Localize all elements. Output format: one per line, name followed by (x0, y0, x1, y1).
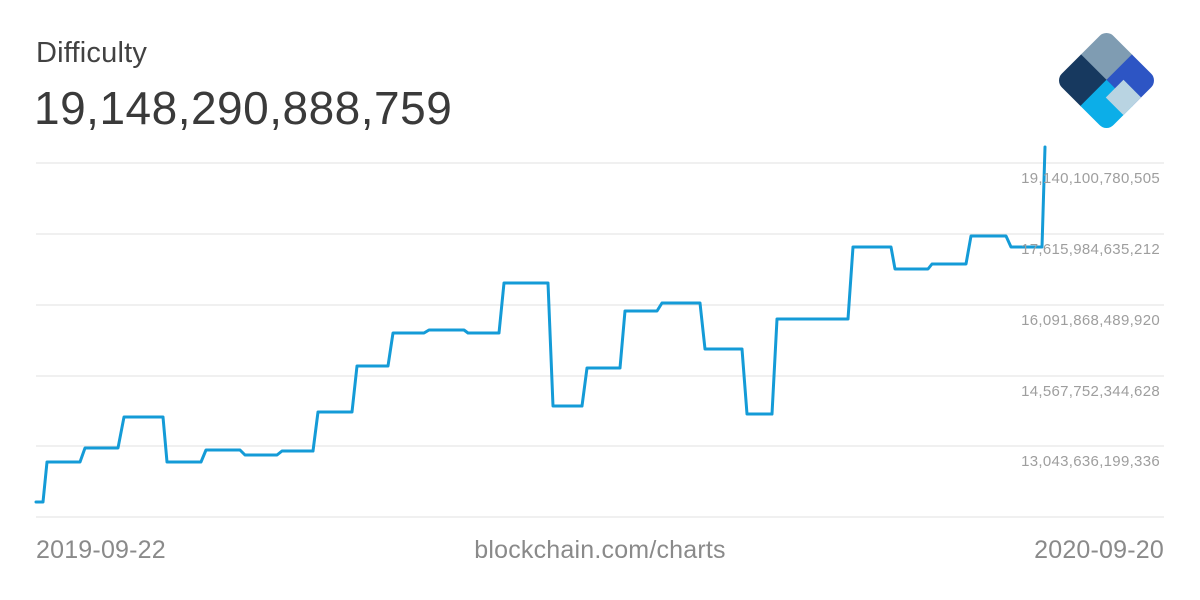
y-axis-label: 14,567,752,344,628 (1021, 383, 1160, 400)
y-axis-label: 19,140,100,780,505 (1021, 170, 1160, 187)
difficulty-series-line (34, 145, 1047, 504)
page-title: Difficulty (36, 37, 148, 69)
x-axis-start-date: 2019-09-22 (36, 536, 166, 564)
y-axis-label: 16,091,868,489,920 (1021, 312, 1160, 329)
y-axis-label: 13,043,636,199,336 (1021, 453, 1160, 470)
y-axis-label: 17,615,984,635,212 (1021, 241, 1160, 258)
x-axis-end-date: 2020-09-20 (1034, 536, 1164, 564)
source-link[interactable]: blockchain.com/charts (474, 536, 726, 564)
current-difficulty-value: 19,148,290,888,759 (34, 82, 453, 134)
